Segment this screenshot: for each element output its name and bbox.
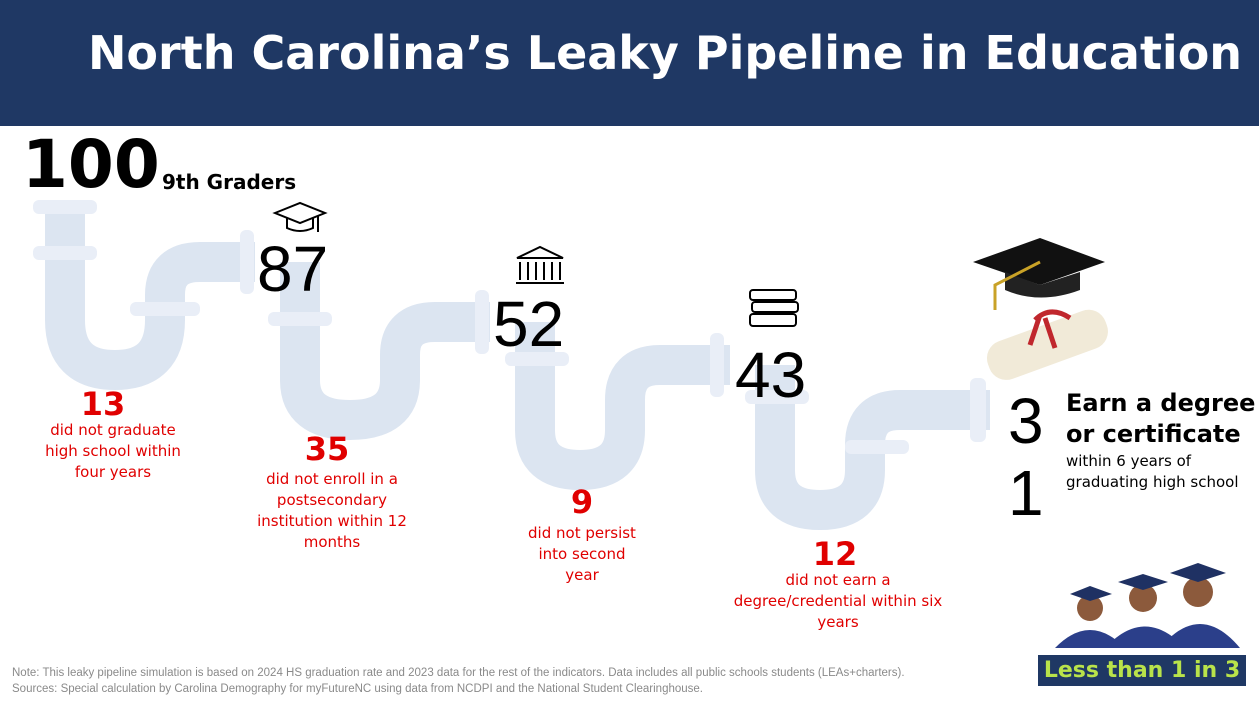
stage-count: 52 <box>493 288 565 360</box>
lost-count: 9 <box>570 483 594 521</box>
note: Note: This leaky pipeline simulation is … <box>12 667 905 679</box>
title: North Carolina’s Leaky Pipeline in Educa… <box>87 26 1243 80</box>
pipeline-art <box>33 200 1240 648</box>
start-label: 9th Graders <box>162 170 297 194</box>
outcome-headline: Earn a degree or certificate <box>1066 389 1256 448</box>
outcome-badge: Less than 1 in 3 <box>1038 655 1246 686</box>
header-bar <box>0 0 1259 126</box>
stage-count: 87 <box>257 233 329 305</box>
lost-count: 35 <box>304 430 350 468</box>
lost-text: did not persist into second year <box>528 524 636 584</box>
lost-text: did not enroll in a postsecondary instit… <box>257 470 407 551</box>
sources: Sources: Special calculation by Carolina… <box>12 683 703 695</box>
lost-count: 12 <box>812 535 858 573</box>
outcome-count: 31 <box>1008 385 1044 529</box>
outcome-detail: within 6 years of graduating high school <box>1066 452 1239 491</box>
lost-text: did not earn a degree/credential within … <box>733 571 943 631</box>
lost-count: 13 <box>80 385 126 423</box>
start-count: 100 <box>22 126 160 203</box>
lost-text: did not graduate high school within four… <box>45 421 181 481</box>
stage-count: 43 <box>735 339 807 411</box>
